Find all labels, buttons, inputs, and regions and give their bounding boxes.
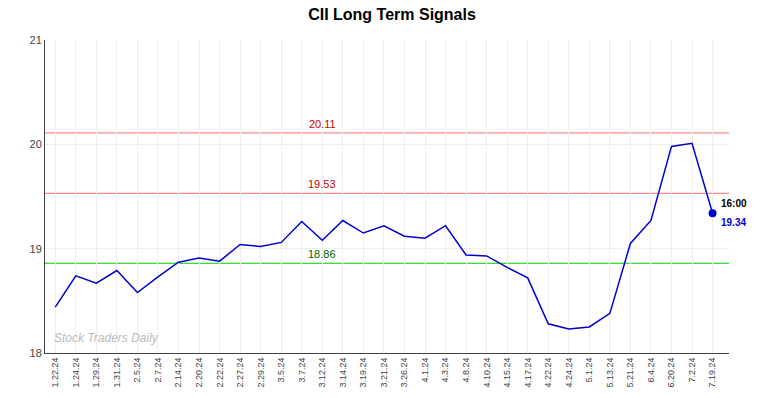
svg-text:4.24.24: 4.24.24	[564, 358, 574, 388]
svg-text:1.29.24: 1.29.24	[91, 358, 101, 388]
svg-text:6.20.24: 6.20.24	[666, 358, 676, 388]
svg-text:5.1.24: 5.1.24	[584, 358, 594, 383]
svg-text:3.12.24: 3.12.24	[317, 358, 327, 388]
svg-text:3.14.24: 3.14.24	[338, 358, 348, 388]
svg-text:2.7.24: 2.7.24	[153, 358, 163, 383]
svg-text:4.1.24: 4.1.24	[420, 358, 430, 383]
svg-text:1.24.24: 1.24.24	[71, 358, 81, 388]
svg-text:2.22.24: 2.22.24	[215, 358, 225, 388]
svg-text:2.20.24: 2.20.24	[194, 358, 204, 388]
svg-text:18: 18	[30, 347, 42, 359]
svg-text:16:00: 16:00	[721, 198, 747, 209]
svg-text:Stock Traders Daily: Stock Traders Daily	[54, 331, 159, 345]
svg-text:4.22.24: 4.22.24	[543, 358, 553, 388]
svg-text:6.4.24: 6.4.24	[646, 358, 656, 383]
svg-text:21: 21	[30, 34, 42, 46]
svg-text:19.34: 19.34	[721, 217, 746, 228]
svg-text:3.7.24: 3.7.24	[297, 358, 307, 383]
svg-text:2.14.24: 2.14.24	[173, 358, 183, 388]
svg-text:3.26.24: 3.26.24	[399, 358, 409, 388]
svg-text:4.17.24: 4.17.24	[523, 358, 533, 388]
svg-text:19: 19	[30, 243, 42, 255]
svg-text:5.13.24: 5.13.24	[605, 358, 615, 388]
svg-text:7.2.24: 7.2.24	[687, 358, 697, 383]
svg-text:4.15.24: 4.15.24	[502, 358, 512, 388]
svg-text:3.21.24: 3.21.24	[379, 358, 389, 388]
svg-text:1.31.24: 1.31.24	[112, 358, 122, 388]
svg-text:1.22.24: 1.22.24	[50, 358, 60, 388]
svg-text:20: 20	[30, 138, 42, 150]
svg-text:2.27.24: 2.27.24	[235, 358, 245, 388]
svg-text:2.5.24: 2.5.24	[132, 358, 142, 383]
svg-text:18.86: 18.86	[308, 248, 336, 260]
svg-text:20.11: 20.11	[309, 118, 336, 130]
svg-text:4.10.24: 4.10.24	[482, 358, 492, 388]
svg-text:19.53: 19.53	[308, 178, 336, 190]
svg-text:2.29.24: 2.29.24	[256, 358, 266, 388]
svg-text:3.5.24: 3.5.24	[276, 358, 286, 383]
svg-text:4.3.24: 4.3.24	[440, 358, 450, 383]
svg-text:3.19.24: 3.19.24	[358, 358, 368, 388]
svg-text:4.8.24: 4.8.24	[461, 358, 471, 383]
svg-text:7.19.24: 7.19.24	[707, 358, 717, 388]
svg-text:CII Long Term Signals: CII Long Term Signals	[308, 6, 476, 23]
svg-text:5.21.24: 5.21.24	[625, 358, 635, 388]
